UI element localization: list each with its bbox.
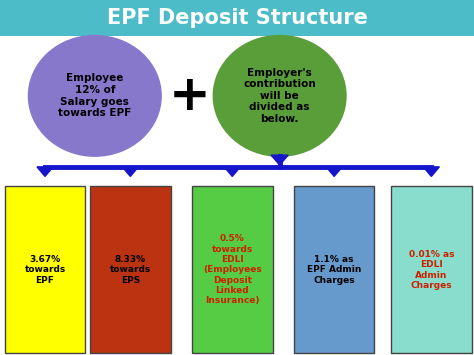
Polygon shape	[122, 167, 138, 176]
FancyBboxPatch shape	[391, 186, 472, 353]
Text: 3.67%
towards
EPF: 3.67% towards EPF	[24, 255, 66, 285]
Text: 1.1% as
EPF Admin
Charges: 1.1% as EPF Admin Charges	[307, 255, 361, 285]
Polygon shape	[37, 167, 53, 176]
Text: 8.33%
towards
EPS: 8.33% towards EPS	[109, 255, 151, 285]
FancyBboxPatch shape	[5, 186, 85, 353]
Text: +: +	[169, 72, 210, 120]
FancyBboxPatch shape	[192, 186, 273, 353]
FancyBboxPatch shape	[0, 0, 474, 36]
Polygon shape	[224, 167, 240, 176]
Text: Employer's
contribution
will be
divided as
below.: Employer's contribution will be divided …	[243, 68, 316, 124]
Text: Employee
12% of
Salary goes
towards EPF: Employee 12% of Salary goes towards EPF	[58, 73, 131, 118]
Text: 0.01% as
EDLI
Admin
Charges: 0.01% as EDLI Admin Charges	[409, 250, 454, 290]
Polygon shape	[423, 167, 439, 176]
Ellipse shape	[213, 36, 346, 156]
Polygon shape	[271, 155, 288, 165]
Text: 0.5%
towards
EDLI
(Employees
Deposit
Linked
Insurance): 0.5% towards EDLI (Employees Deposit Lin…	[203, 234, 262, 306]
FancyBboxPatch shape	[90, 186, 171, 353]
Polygon shape	[326, 167, 342, 176]
FancyBboxPatch shape	[294, 186, 374, 353]
Ellipse shape	[28, 36, 161, 156]
Text: EPF Deposit Structure: EPF Deposit Structure	[107, 8, 367, 28]
